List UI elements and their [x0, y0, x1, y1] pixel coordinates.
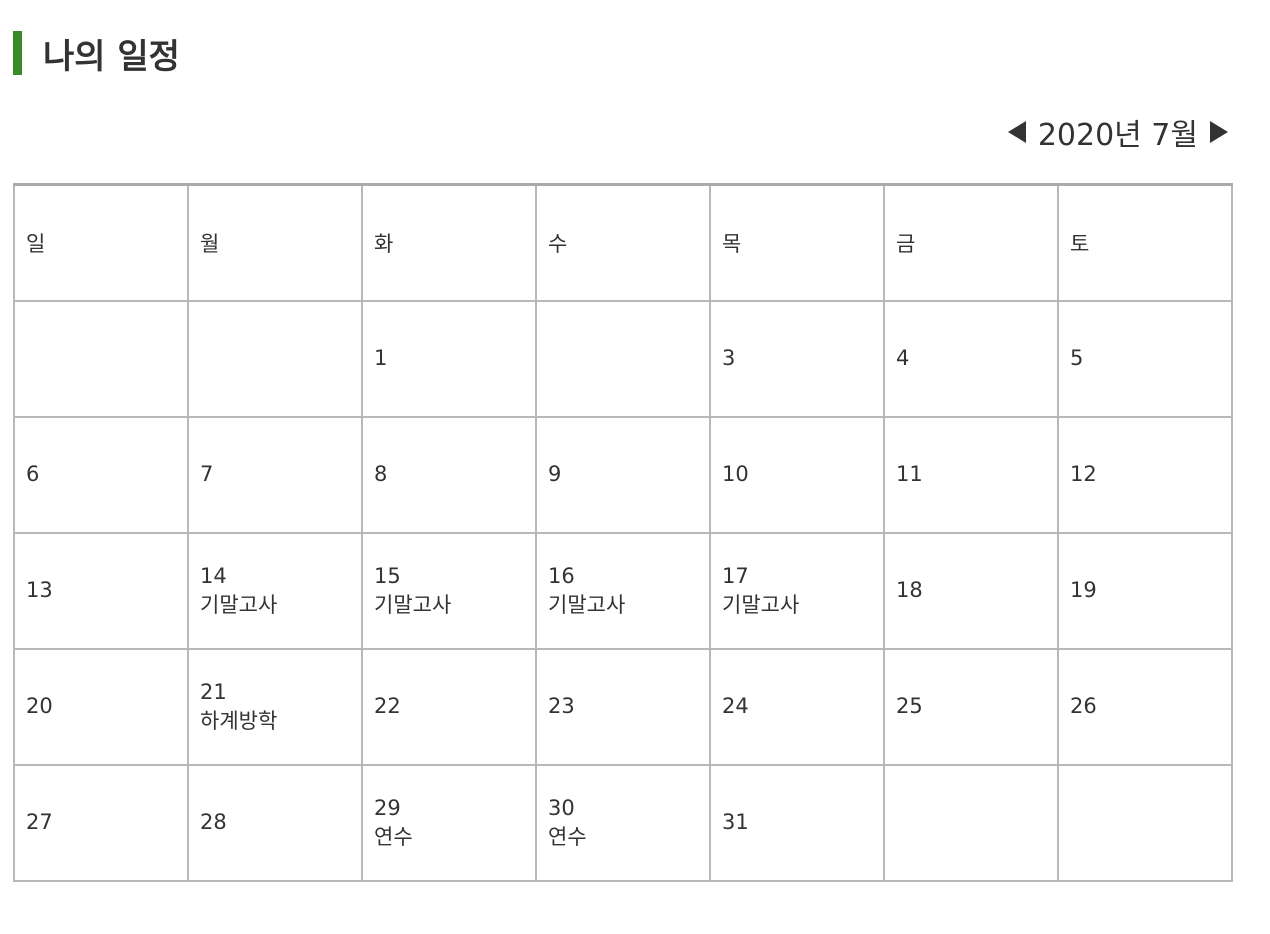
day-number: 4 — [896, 346, 910, 370]
day-number: 28 — [200, 810, 227, 834]
day-cell[interactable]: 22 — [361, 647, 537, 766]
day-number: 22 — [374, 694, 401, 718]
day-number: 25 — [896, 694, 923, 718]
day-event[interactable]: 기말고사 — [200, 592, 278, 617]
day-number: 23 — [548, 694, 575, 718]
day-cell[interactable]: 1 — [361, 299, 537, 418]
day-number: 7 — [200, 462, 214, 486]
day-cell[interactable]: 16 기말고사 — [535, 531, 711, 650]
day-cell[interactable]: 23 — [535, 647, 711, 766]
day-cell[interactable]: 15 기말고사 — [361, 531, 537, 650]
week-row: 27 28 29 연수 30 연수 31 — [13, 763, 1233, 882]
day-cell[interactable]: 30 연수 — [535, 763, 711, 882]
day-event[interactable]: 하계방학 — [200, 708, 278, 733]
weekday-header-wed: 수 — [535, 183, 711, 302]
day-number: 19 — [1070, 578, 1097, 602]
day-event[interactable]: 연수 — [374, 824, 413, 849]
day-cell[interactable]: 3 — [709, 299, 885, 418]
day-cell[interactable]: 20 — [13, 647, 189, 766]
day-cell[interactable]: 17 기말고사 — [709, 531, 885, 650]
day-number: 10 — [722, 462, 749, 486]
day-number: 27 — [26, 810, 53, 834]
page-header: 나의 일정 — [13, 30, 180, 77]
day-number: 9 — [548, 462, 562, 486]
day-number: 20 — [26, 694, 53, 718]
weekday-header-thu: 목 — [709, 183, 885, 302]
triangle-left-icon — [1007, 121, 1026, 143]
day-cell[interactable]: 12 — [1057, 415, 1233, 534]
day-number: 5 — [1070, 346, 1084, 370]
day-cell[interactable]: 10 — [709, 415, 885, 534]
day-number: 31 — [722, 810, 749, 834]
day-number: 12 — [1070, 462, 1097, 486]
day-cell[interactable]: 29 연수 — [361, 763, 537, 882]
day-cell[interactable]: 4 — [883, 299, 1059, 418]
day-cell[interactable]: 27 — [13, 763, 189, 882]
day-cell[interactable] — [535, 299, 711, 418]
day-number: 18 — [896, 578, 923, 602]
day-event[interactable]: 기말고사 — [722, 592, 800, 617]
week-row: 6 7 8 9 10 11 12 — [13, 415, 1233, 534]
day-number: 14 — [200, 563, 227, 588]
day-cell[interactable]: 13 — [13, 531, 189, 650]
current-month-label: 2020년 7월 — [1037, 118, 1198, 153]
day-cell[interactable]: 31 — [709, 763, 885, 882]
day-number: 29 — [374, 795, 401, 820]
week-row: 1 3 4 5 — [13, 299, 1233, 418]
day-number: 3 — [722, 346, 736, 370]
day-number: 30 — [548, 795, 575, 820]
day-cell[interactable] — [13, 299, 189, 418]
weekday-header-sat: 토 — [1057, 183, 1233, 302]
day-cell[interactable]: 11 — [883, 415, 1059, 534]
day-number: 11 — [896, 462, 923, 486]
week-row: 13 14 기말고사 15 기말고사 16 기말고사 17 기말고사 18 19 — [13, 531, 1233, 650]
week-row: 20 21 하계방학 22 23 24 25 26 — [13, 647, 1233, 766]
day-event[interactable]: 기말고사 — [548, 592, 626, 617]
weekday-header-fri: 금 — [883, 183, 1059, 302]
day-cell[interactable]: 19 — [1057, 531, 1233, 650]
day-number: 26 — [1070, 694, 1097, 718]
day-number: 16 — [548, 563, 575, 588]
triangle-right-icon — [1210, 121, 1228, 143]
day-number: 6 — [26, 462, 40, 486]
page-title: 나의 일정 — [43, 36, 180, 77]
weekday-header-row: 일 월 화 수 목 금 토 — [13, 183, 1233, 302]
day-event[interactable]: 연수 — [548, 824, 587, 849]
day-cell[interactable] — [187, 299, 363, 418]
day-event[interactable]: 기말고사 — [374, 592, 452, 617]
month-navigation: 2020년 7월 — [1004, 110, 1232, 154]
next-month-button[interactable] — [1206, 112, 1232, 152]
calendar-table: 일 월 화 수 목 금 토 1 3 4 5 6 7 8 9 10 11 12 13 14 기말고사 15 기말… — [13, 183, 1233, 882]
day-cell[interactable]: 7 — [187, 415, 363, 534]
day-cell[interactable]: 5 — [1057, 299, 1233, 418]
day-number: 24 — [722, 694, 749, 718]
weekday-header-mon: 월 — [187, 183, 363, 302]
weekday-header-sun: 일 — [13, 183, 189, 302]
weekday-header-tue: 화 — [361, 183, 537, 302]
day-number: 8 — [374, 462, 388, 486]
day-number: 1 — [374, 346, 388, 370]
title-accent-bar — [13, 31, 22, 75]
day-number: 17 — [722, 563, 749, 588]
day-cell[interactable]: 28 — [187, 763, 363, 882]
day-cell[interactable] — [883, 763, 1059, 882]
day-cell[interactable]: 14 기말고사 — [187, 531, 363, 650]
day-cell[interactable] — [1057, 763, 1233, 882]
prev-month-button[interactable] — [1004, 112, 1030, 152]
day-cell[interactable]: 9 — [535, 415, 711, 534]
day-cell[interactable]: 25 — [883, 647, 1059, 766]
day-cell[interactable]: 18 — [883, 531, 1059, 650]
day-number: 21 — [200, 679, 227, 704]
day-cell[interactable]: 8 — [361, 415, 537, 534]
day-cell[interactable]: 24 — [709, 647, 885, 766]
day-number: 13 — [26, 578, 53, 602]
day-cell[interactable]: 6 — [13, 415, 189, 534]
day-cell[interactable]: 21 하계방학 — [187, 647, 363, 766]
day-number: 15 — [374, 563, 401, 588]
day-cell[interactable]: 26 — [1057, 647, 1233, 766]
